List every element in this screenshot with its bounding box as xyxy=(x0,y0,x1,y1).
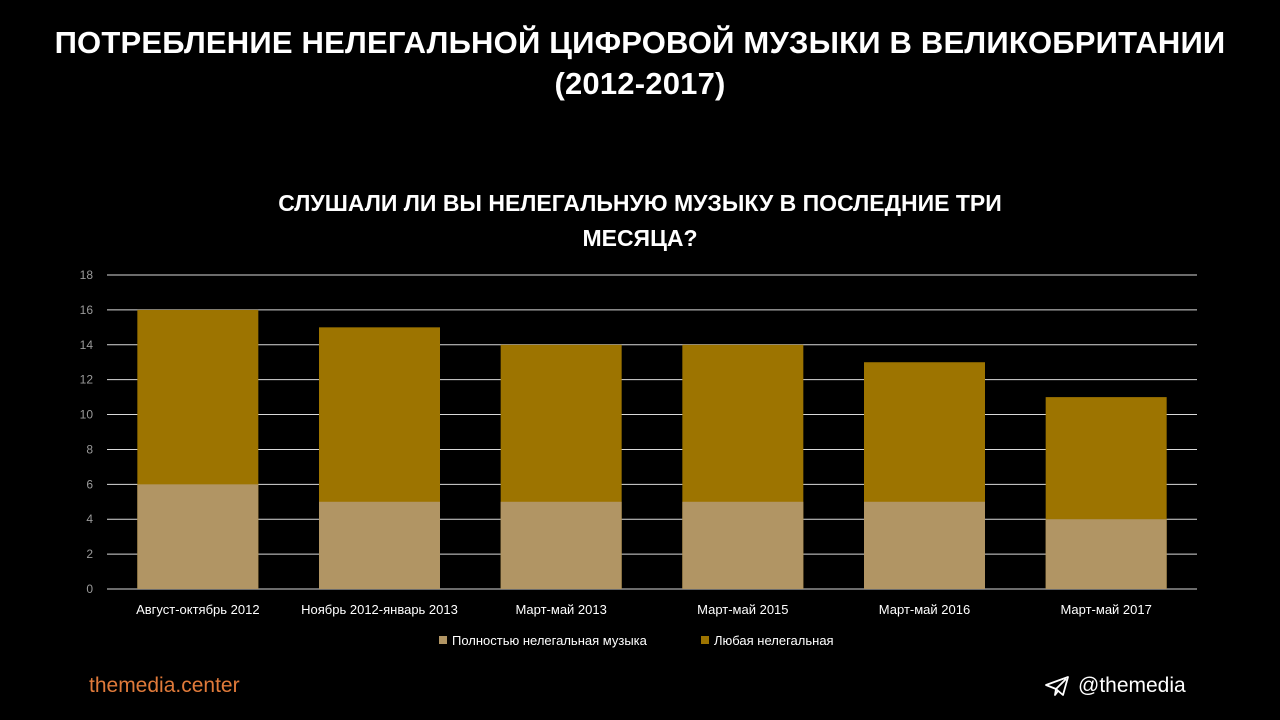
x-tick-label: Ноябрь 2012-январь 2013 xyxy=(301,602,458,617)
x-tick-label: Март-май 2017 xyxy=(1060,602,1151,617)
bar xyxy=(1045,519,1167,589)
y-tick-label: 8 xyxy=(86,442,93,456)
legend-label: Полностью нелегальная музыка xyxy=(452,633,648,648)
chart-title-line2: МЕСЯЦА? xyxy=(582,225,698,251)
main-title-line1: ПОТРЕБЛЕНИЕ НЕЛЕГАЛЬНОЙ ЦИФРОВОЙ МУЗЫКИ … xyxy=(54,25,1226,60)
main-title-line2: (2012-2017) xyxy=(554,66,726,101)
x-tick-label: Март-май 2013 xyxy=(515,602,606,617)
chart-title: СЛУШАЛИ ЛИ ВЫ НЕЛЕГАЛЬНУЮ МУЗЫКУ В ПОСЛЕ… xyxy=(140,186,1140,256)
legend-label: Любая нелегальная xyxy=(714,633,834,648)
telegram-icon xyxy=(1044,675,1070,697)
main-title: ПОТРЕБЛЕНИЕ НЕЛЕГАЛЬНОЙ ЦИФРОВОЙ МУЗЫКИ … xyxy=(0,22,1280,104)
y-tick-label: 0 xyxy=(86,582,93,596)
bar xyxy=(137,484,259,589)
y-tick-label: 4 xyxy=(86,512,93,526)
legend-swatch xyxy=(701,636,709,644)
bar xyxy=(500,501,622,589)
bar xyxy=(682,501,804,589)
y-tick-label: 6 xyxy=(86,477,93,491)
y-tick-label: 10 xyxy=(80,408,94,422)
x-tick-label: Март-май 2015 xyxy=(697,602,788,617)
x-tick-label: Март-май 2016 xyxy=(879,602,970,617)
legend-swatch xyxy=(439,636,447,644)
telegram-handle[interactable]: @themedia xyxy=(1044,674,1186,698)
y-tick-label: 14 xyxy=(80,338,94,352)
y-tick-label: 2 xyxy=(86,547,93,561)
handle-text: @themedia xyxy=(1078,674,1186,697)
x-tick-label: Август-октябрь 2012 xyxy=(136,602,260,617)
y-tick-label: 18 xyxy=(80,268,94,282)
y-tick-label: 12 xyxy=(80,373,94,387)
bar xyxy=(319,501,440,589)
site-link[interactable]: themedia.center xyxy=(89,674,240,697)
bar xyxy=(864,501,985,589)
y-tick-label: 16 xyxy=(80,303,94,317)
chart-title-line1: СЛУШАЛИ ЛИ ВЫ НЕЛЕГАЛЬНУЮ МУЗЫКУ В ПОСЛЕ… xyxy=(278,190,1002,216)
